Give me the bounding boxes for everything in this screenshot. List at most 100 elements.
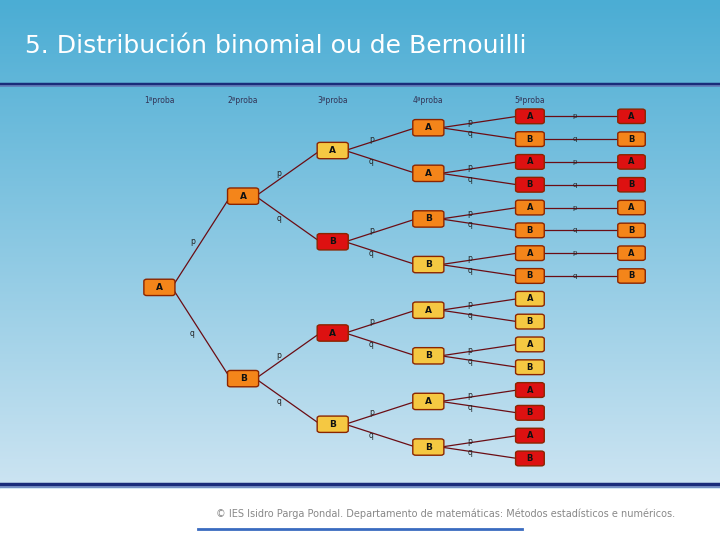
FancyBboxPatch shape xyxy=(516,292,544,306)
Text: B: B xyxy=(629,226,635,235)
Text: q: q xyxy=(468,357,472,366)
Text: A: A xyxy=(629,158,635,166)
FancyBboxPatch shape xyxy=(516,268,544,284)
Text: p: p xyxy=(468,346,472,355)
Text: q: q xyxy=(468,312,472,320)
Text: A: A xyxy=(329,328,336,338)
Text: A: A xyxy=(329,146,336,155)
Text: A: A xyxy=(526,158,534,166)
Text: B: B xyxy=(329,420,336,429)
FancyBboxPatch shape xyxy=(516,314,544,329)
Text: 5ªproba: 5ªproba xyxy=(515,96,545,105)
FancyBboxPatch shape xyxy=(413,393,444,410)
Text: p: p xyxy=(468,300,472,309)
FancyBboxPatch shape xyxy=(516,406,544,420)
Text: q: q xyxy=(468,129,472,138)
FancyBboxPatch shape xyxy=(413,165,444,181)
Text: q: q xyxy=(190,328,194,338)
FancyBboxPatch shape xyxy=(618,178,645,192)
Text: q: q xyxy=(572,227,577,233)
Text: q: q xyxy=(276,214,282,224)
Text: p: p xyxy=(572,113,577,119)
Text: q: q xyxy=(468,403,472,411)
FancyBboxPatch shape xyxy=(618,109,645,124)
FancyBboxPatch shape xyxy=(618,155,645,169)
FancyBboxPatch shape xyxy=(413,211,444,227)
FancyBboxPatch shape xyxy=(516,451,544,466)
Text: A: A xyxy=(526,386,534,395)
FancyBboxPatch shape xyxy=(413,439,444,455)
Text: A: A xyxy=(425,397,432,406)
Text: B: B xyxy=(527,317,533,326)
Bar xyxy=(0,489,720,540)
FancyBboxPatch shape xyxy=(516,109,544,124)
FancyBboxPatch shape xyxy=(318,143,348,159)
Text: p: p xyxy=(468,437,472,446)
Text: A: A xyxy=(156,283,163,292)
Text: q: q xyxy=(369,158,374,166)
Text: q: q xyxy=(369,249,374,258)
Text: A: A xyxy=(526,340,534,349)
Text: A: A xyxy=(240,192,246,201)
Text: p: p xyxy=(468,118,472,126)
FancyBboxPatch shape xyxy=(318,325,348,341)
Text: B: B xyxy=(629,134,635,144)
Text: A: A xyxy=(425,123,432,132)
Text: p: p xyxy=(369,317,374,326)
Text: B: B xyxy=(527,363,533,372)
Text: B: B xyxy=(629,180,635,189)
FancyBboxPatch shape xyxy=(516,428,544,443)
Text: A: A xyxy=(526,203,534,212)
FancyBboxPatch shape xyxy=(618,200,645,215)
Text: B: B xyxy=(527,134,533,144)
Text: B: B xyxy=(527,180,533,189)
FancyBboxPatch shape xyxy=(618,246,645,260)
FancyBboxPatch shape xyxy=(516,337,544,352)
Text: p: p xyxy=(369,226,374,235)
FancyBboxPatch shape xyxy=(618,223,645,238)
FancyBboxPatch shape xyxy=(413,302,444,319)
Text: B: B xyxy=(527,408,533,417)
Text: p: p xyxy=(572,250,577,256)
Text: B: B xyxy=(425,352,432,360)
FancyBboxPatch shape xyxy=(618,269,645,283)
Text: B: B xyxy=(329,237,336,246)
Text: q: q xyxy=(572,273,577,279)
Text: B: B xyxy=(629,272,635,280)
Text: q: q xyxy=(369,340,374,349)
Text: p: p xyxy=(276,352,282,360)
Text: p: p xyxy=(190,237,194,246)
Text: B: B xyxy=(527,454,533,463)
Text: p: p xyxy=(468,163,472,172)
Text: q: q xyxy=(572,182,577,188)
Text: 1ªproba: 1ªproba xyxy=(144,96,175,105)
Text: A: A xyxy=(425,306,432,315)
Text: B: B xyxy=(240,374,246,383)
Text: 3ªproba: 3ªproba xyxy=(318,96,348,105)
Text: A: A xyxy=(629,249,635,258)
Text: A: A xyxy=(526,112,534,121)
Text: 4ªproba: 4ªproba xyxy=(413,96,444,105)
FancyBboxPatch shape xyxy=(228,370,258,387)
FancyBboxPatch shape xyxy=(413,348,444,364)
Text: A: A xyxy=(629,203,635,212)
Text: q: q xyxy=(572,136,577,142)
FancyBboxPatch shape xyxy=(318,234,348,250)
FancyBboxPatch shape xyxy=(516,154,544,170)
Text: A: A xyxy=(526,431,534,440)
Text: p: p xyxy=(572,159,577,165)
Text: p: p xyxy=(468,209,472,218)
Text: 2ªproba: 2ªproba xyxy=(228,96,258,105)
Text: q: q xyxy=(468,448,472,457)
Text: 5. Distribución binomial ou de Bernouilli: 5. Distribución binomial ou de Bernouill… xyxy=(25,34,527,58)
FancyBboxPatch shape xyxy=(516,383,544,397)
Text: q: q xyxy=(468,174,472,184)
Text: p: p xyxy=(369,408,374,417)
Text: q: q xyxy=(369,431,374,440)
FancyBboxPatch shape xyxy=(228,188,258,204)
Text: © IES Isidro Parga Pondal. Departamento de matemáticas: Métodos estadísticos e n: © IES Isidro Parga Pondal. Departamento … xyxy=(216,509,675,519)
Text: B: B xyxy=(425,214,432,224)
Text: p: p xyxy=(572,205,577,211)
FancyBboxPatch shape xyxy=(516,200,544,215)
Text: A: A xyxy=(425,169,432,178)
